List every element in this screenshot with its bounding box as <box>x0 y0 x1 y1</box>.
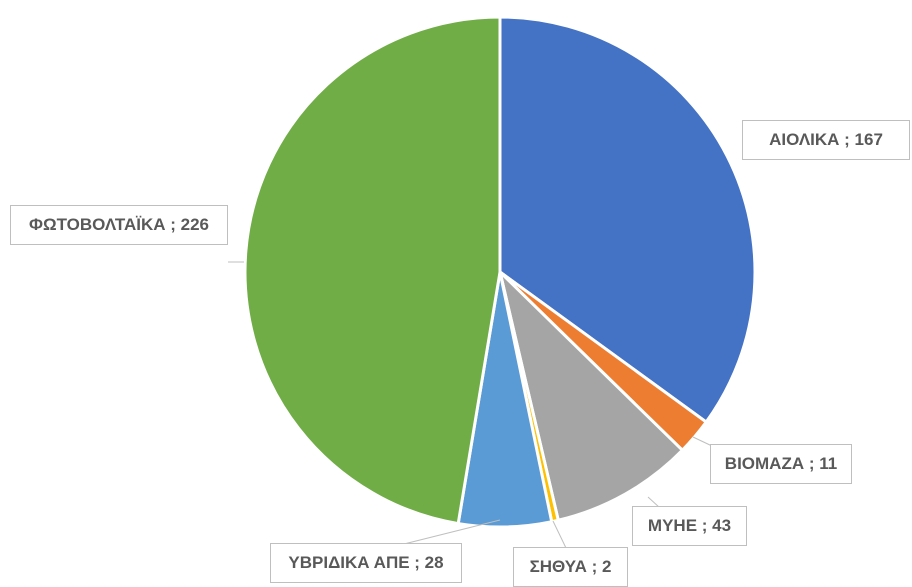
pie-slice <box>498 15 757 425</box>
data-label: ΣΗΘΥΑ ; 2 <box>513 547 628 587</box>
data-label: ΒΙΟΜΑΖΑ ; 11 <box>710 444 852 484</box>
leader-line <box>552 520 567 549</box>
data-label: ΑΙΟΛΙΚΑ ; 167 <box>742 120 910 160</box>
pie-slice <box>243 15 502 526</box>
data-label: ΥΒΡΙΔΙΚΑ ΑΠΕ ; 28 <box>270 543 462 583</box>
pie-slice <box>497 267 685 523</box>
leader-line <box>692 436 713 447</box>
data-label: ΜΥΗΕ ; 43 <box>632 506 747 546</box>
leader-line <box>399 519 501 546</box>
data-label: ΦΩΤΟΒΟΛΤΑΪΚΑ ; 226 <box>10 205 228 245</box>
